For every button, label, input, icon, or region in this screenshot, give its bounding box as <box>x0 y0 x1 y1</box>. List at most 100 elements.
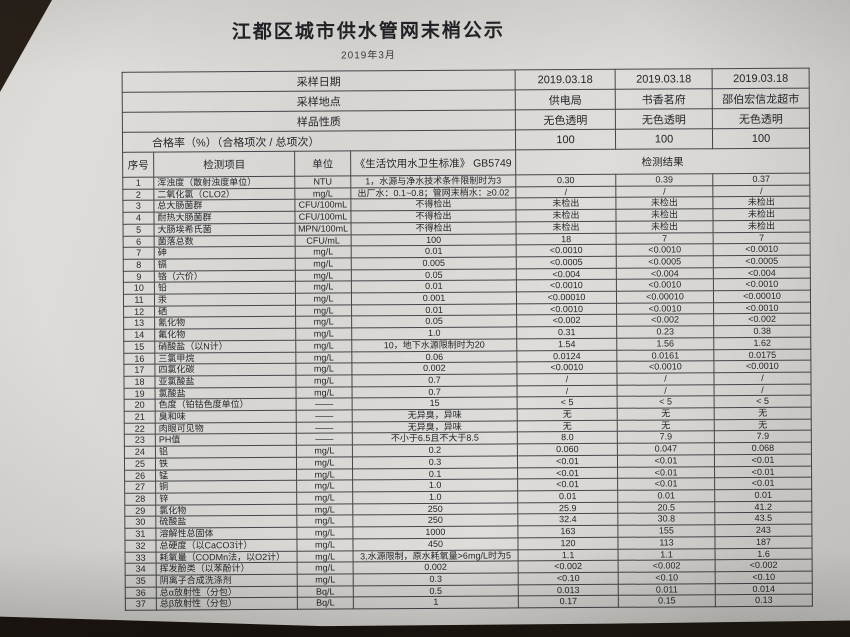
standard-cell: 0.06 <box>351 350 517 364</box>
result-cell: 0.17 <box>518 595 619 608</box>
row-number-cell: 7 <box>123 247 155 260</box>
result-cell: 43.5 <box>714 512 812 525</box>
unit-cell: mg/L <box>297 573 354 586</box>
result-cell: 18 <box>516 232 617 246</box>
standard-cell: 0.05 <box>351 315 517 329</box>
item-cell: 锌 <box>155 492 297 505</box>
result-cell: / <box>516 373 618 386</box>
unit-cell: mg/L <box>295 339 352 352</box>
result-cell: 0.01 <box>617 489 715 502</box>
row-number-cell: 18 <box>123 376 156 388</box>
result-cell: <0.0010 <box>616 360 714 374</box>
result-cell: <0.0010 <box>713 243 811 256</box>
item-cell: 氰化物 <box>154 316 296 330</box>
info-value-cell: 书香茗府 <box>615 88 713 110</box>
result-cell: <0.0010 <box>516 361 617 374</box>
row-number-cell: 23 <box>124 434 156 447</box>
standard-cell: 无异臭，异味 <box>352 408 518 422</box>
result-cell: <0.01 <box>617 454 715 467</box>
result-cell: <0.0010 <box>616 302 714 315</box>
item-cell: 色度（铂钴色度单位） <box>155 398 297 412</box>
item-cell: 三氯甲烷 <box>154 351 296 365</box>
row-number-cell: 36 <box>125 586 157 599</box>
standard-cell: 1.0 <box>352 479 518 492</box>
result-cell: 未检出 <box>712 208 811 221</box>
page-title: 江都区城市供水管网末梢公示 <box>231 20 505 44</box>
result-cell: 187 <box>714 535 813 549</box>
result-cell: <0.0005 <box>713 255 811 268</box>
item-cell: 大肠埃希氏菌 <box>154 223 296 236</box>
row-number-cell: 9 <box>123 270 155 283</box>
result-cell: / <box>713 372 812 385</box>
unit-cell: —— <box>296 433 353 446</box>
row-number-cell: 30 <box>124 516 156 529</box>
standard-cell: 0.2 <box>352 444 518 457</box>
unit-cell: mg/L <box>295 328 352 341</box>
info-label-cell: 样品性质 <box>122 109 516 133</box>
standard-cell: 0.002 <box>353 561 519 574</box>
result-cell: 0.0124 <box>516 349 617 363</box>
column-header-no: 序号 <box>122 152 154 178</box>
result-cell: 0.39 <box>615 173 713 187</box>
item-cell: 总β放射性（分包） <box>156 597 298 611</box>
result-cell: <0.002 <box>516 314 617 328</box>
standard-cell: 0.1 <box>352 467 518 481</box>
info-value-cell: 100 <box>615 128 713 150</box>
unit-cell: CFU/100mL <box>294 211 352 224</box>
standard-cell: 0.7 <box>351 373 518 387</box>
item-cell: 耗氧量（CODMn法，以O2计） <box>156 550 298 564</box>
info-value-cell: 无色透明 <box>615 108 713 130</box>
row-number-cell: 12 <box>123 305 155 318</box>
row-number-cell: 31 <box>124 528 156 541</box>
standard-cell: 0.7 <box>352 385 518 399</box>
info-value-cell: 无色透明 <box>515 109 616 130</box>
result-cell: 未检出 <box>615 197 713 210</box>
standard-cell: 不得检出 <box>351 221 517 235</box>
result-cell: 0.014 <box>715 582 813 596</box>
result-cell: <0.002 <box>518 560 619 573</box>
result-cell: 1.62 <box>713 336 811 350</box>
result-cell: <0.01 <box>517 455 618 468</box>
row-number-cell: 2 <box>122 188 154 201</box>
item-cell: 挥发酚类（以苯酚计） <box>156 562 298 576</box>
row-number-cell: 5 <box>123 223 155 236</box>
unit-cell: mg/L <box>297 562 354 575</box>
result-cell: 0.01 <box>714 489 812 502</box>
result-cell: <0.10 <box>518 572 619 585</box>
result-cell: 1.56 <box>616 337 714 350</box>
result-cell: 无 <box>714 418 812 432</box>
standard-cell: 0.01 <box>351 303 517 317</box>
standard-cell: 0.3 <box>352 455 518 469</box>
unit-cell: mg/L <box>296 538 354 551</box>
result-cell: 0.060 <box>517 443 618 456</box>
unit-cell: Bq/L <box>297 585 354 598</box>
result-cell: <0.0010 <box>713 360 811 373</box>
unit-cell: mg/L <box>296 491 353 504</box>
item-cell: 总α放射性（分包） <box>156 585 298 599</box>
item-cell: 氯酸盐 <box>155 386 297 400</box>
standard-cell: 出厂水：0.1~0.8；管网末梢水：≥0.02 <box>350 186 516 200</box>
item-cell: 浑浊度（散射浊度单位） <box>153 176 295 189</box>
item-cell: 亚氯酸盐 <box>154 375 297 388</box>
result-cell: < 5 <box>617 396 715 409</box>
item-cell: 铅 <box>154 281 296 295</box>
item-cell: 肉眼可见物 <box>155 422 297 435</box>
info-value-cell: 供电局 <box>515 89 616 110</box>
unit-cell: mg/L <box>296 456 353 469</box>
result-cell: < 5 <box>714 395 812 408</box>
item-cell: 总大肠菌群 <box>153 199 295 213</box>
row-number-cell: 11 <box>123 294 155 307</box>
result-cell: 未检出 <box>615 208 714 222</box>
unit-cell: mg/L <box>296 527 353 540</box>
row-number-cell: 8 <box>123 259 155 271</box>
result-cell: <0.00010 <box>713 290 811 303</box>
column-header-item: 检测项目 <box>153 151 295 178</box>
result-cell: 0.011 <box>618 583 716 596</box>
unit-cell: mg/L <box>294 187 351 200</box>
column-header-unit: 单位 <box>294 150 351 177</box>
result-cell: <0.01 <box>714 477 812 490</box>
result-cell: / <box>714 383 812 397</box>
row-number-cell: 6 <box>123 235 155 248</box>
unit-cell: mg/L <box>296 480 353 493</box>
